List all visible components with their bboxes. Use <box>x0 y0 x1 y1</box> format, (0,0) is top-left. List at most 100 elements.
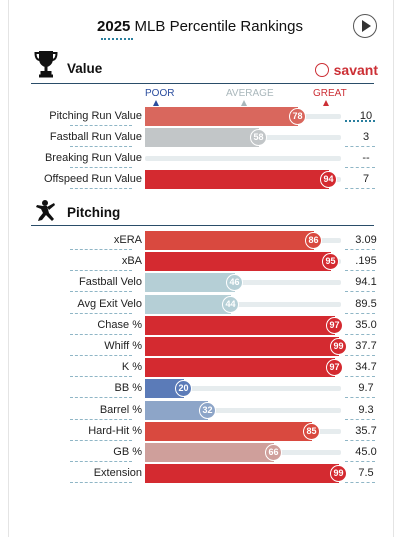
title-underline <box>101 38 133 40</box>
play-button-icon[interactable] <box>353 14 377 38</box>
metric-value: 7 <box>362 173 370 185</box>
percentile-track <box>145 407 341 413</box>
percentile-bar <box>145 273 235 293</box>
percentile-bar <box>145 107 298 126</box>
percentile-badge: 20 <box>175 380 192 398</box>
row-leader <box>70 312 132 314</box>
metric-row[interactable]: Pitching Run Value 78 10 <box>0 107 400 126</box>
scale-great-label: GREAT <box>313 88 347 99</box>
row-leader <box>70 188 132 189</box>
metric-value: 89.5 <box>355 297 377 310</box>
row-leader <box>70 270 132 272</box>
metric-value: 10 <box>359 110 373 122</box>
average-arrow-icon <box>241 100 247 106</box>
percentile-bar <box>145 294 231 314</box>
metric-label: Barrel % <box>99 403 142 416</box>
percentile-bar <box>145 421 312 441</box>
value-leader <box>345 333 375 335</box>
value-leader <box>345 482 375 484</box>
percentile-badge: 86 <box>305 232 322 249</box>
percentile-badge: 46 <box>226 274 243 292</box>
metric-label: Fastball Velo <box>79 276 142 289</box>
section-rule <box>31 83 374 84</box>
value-leader <box>345 249 375 250</box>
value-leader <box>345 418 375 420</box>
value-leader <box>345 439 375 441</box>
metric-row[interactable]: xBA 95 .195 <box>0 252 400 272</box>
metric-row[interactable]: GB % 66 45.0 <box>0 443 400 462</box>
metric-row[interactable]: xERA 86 3.09 <box>0 231 400 250</box>
percentile-badge: 66 <box>265 444 282 461</box>
percentile-bar <box>145 315 335 335</box>
percentile-badge: 94 <box>320 171 337 188</box>
value-leader <box>345 461 375 462</box>
poor-arrow-icon <box>153 100 159 106</box>
row-leader <box>70 167 132 168</box>
percentile-bar <box>145 231 314 250</box>
percentile-bar <box>145 252 331 272</box>
percentile-badge: 95 <box>322 253 339 271</box>
metric-label: xBA <box>121 255 142 268</box>
percentile-bar <box>145 170 329 189</box>
metric-row[interactable]: Fastball Velo 46 94.1 <box>0 273 400 293</box>
metric-value: 94.1 <box>355 276 377 289</box>
value-leader <box>345 355 375 356</box>
metric-row[interactable]: K % 97 34.7 <box>0 358 400 378</box>
metric-row[interactable]: Fastball Run Value 58 3 <box>0 128 400 147</box>
metric-value: 35.7 <box>355 424 377 437</box>
percentile-bar <box>145 464 339 484</box>
percentile-badge: 99 <box>330 465 347 483</box>
row-leader <box>70 439 132 441</box>
scale-poor-label: POOR <box>145 88 175 99</box>
metric-value: 45.0 <box>355 446 377 458</box>
percentile-bar <box>145 443 274 462</box>
percentile-track <box>145 386 341 392</box>
title-year: 2025 <box>97 18 131 35</box>
metric-row[interactable]: Whiff % 99 37.7 <box>0 337 400 356</box>
percentile-bar <box>145 358 335 378</box>
percentile-badge: 58 <box>250 129 267 146</box>
percentile-badge: 78 <box>289 108 306 125</box>
percentile-bar <box>145 400 208 420</box>
row-leader <box>70 249 132 250</box>
metric-row[interactable]: Hard-Hit % 85 35.7 <box>0 421 400 441</box>
percentile-track <box>145 301 341 307</box>
value-leader <box>345 120 375 122</box>
metric-value: 34.7 <box>355 361 377 374</box>
metric-value: 9.3 <box>358 403 374 416</box>
metric-value: 3 <box>362 131 370 143</box>
percentile-bar <box>145 379 184 399</box>
metric-label: Extension <box>93 467 142 480</box>
great-arrow-icon <box>323 100 329 106</box>
row-leader <box>70 333 132 335</box>
metric-row[interactable]: Breaking Run Value -- <box>0 149 400 168</box>
metric-label: GB % <box>113 446 142 458</box>
percentile-badge: 44 <box>222 295 239 313</box>
value-leader <box>345 270 375 272</box>
row-leader <box>70 461 132 462</box>
metric-row[interactable]: BB % 20 9.7 <box>0 379 400 399</box>
value-leader <box>345 146 375 147</box>
row-leader <box>70 418 132 420</box>
value-leader <box>345 167 375 168</box>
metric-row[interactable]: Chase % 97 35.0 <box>0 315 400 335</box>
row-leader <box>70 376 132 378</box>
metric-row[interactable]: Offspeed Run Value 94 7 <box>0 170 400 189</box>
metric-value: 9.7 <box>358 382 374 395</box>
metric-row[interactable]: Extension 99 7.5 <box>0 464 400 484</box>
metric-value: -- <box>362 152 370 164</box>
metric-label: Hard-Hit % <box>88 424 142 437</box>
metric-value: 7.5 <box>358 467 374 480</box>
percentile-badge: 99 <box>330 338 347 355</box>
savant-brand: savant <box>333 62 378 78</box>
percentile-bar <box>145 337 339 356</box>
metric-label: Offspeed Run Value <box>43 173 142 185</box>
row-leader <box>70 291 132 293</box>
percentile-badge: 97 <box>326 359 343 377</box>
metric-row[interactable]: Barrel % 32 9.3 <box>0 400 400 420</box>
savant-logo-icon <box>315 63 329 77</box>
value-leader <box>345 188 375 189</box>
metric-row[interactable]: Avg Exit Velo 44 89.5 <box>0 294 400 314</box>
page-title: 2025 MLB Percentile Rankings <box>0 18 400 35</box>
card-frame <box>8 0 394 537</box>
